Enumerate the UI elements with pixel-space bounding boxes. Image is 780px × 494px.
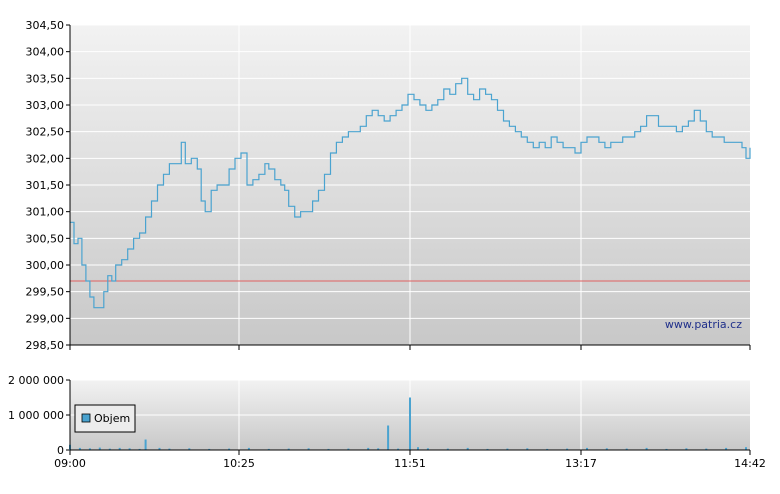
x-tick-label: 10:25 — [223, 457, 255, 470]
volume-bar — [387, 425, 390, 450]
volume-bar — [566, 448, 569, 450]
volume-bar — [377, 448, 380, 451]
volume-legend: Objem — [74, 404, 136, 433]
volume-bar — [247, 447, 250, 450]
volume-y-tick-label: 2 000 000 — [8, 374, 64, 387]
volume-bar — [417, 447, 419, 450]
volume-bar — [685, 448, 688, 451]
price-y-tick-label: 298,50 — [26, 339, 65, 352]
volume-bar — [188, 448, 191, 451]
price-y-tick-label: 304,50 — [26, 19, 65, 32]
volume-bar — [108, 448, 111, 450]
volume-bar — [409, 397, 411, 450]
volume-y-tick-label: 0 — [57, 444, 64, 457]
volume-bar — [466, 447, 469, 450]
price-y-tick-label: 302,50 — [26, 126, 65, 139]
volume-bar — [397, 448, 400, 450]
price-y-tick-label: 303,00 — [26, 99, 65, 112]
price-y-tick-label: 299,50 — [26, 286, 65, 299]
price-panel: 298,50 299,00 299,50 300,00 300,50 301,00 301,… — [26, 19, 751, 352]
volume-bar — [228, 448, 231, 450]
volume-bar — [168, 448, 171, 450]
x-tick-label: 13:17 — [565, 457, 597, 470]
price-series-line — [70, 77, 751, 309]
volume-bar — [138, 448, 141, 450]
volume-bar — [128, 448, 131, 451]
x-tick-label: 14:42 — [734, 457, 766, 470]
volume-bar — [586, 447, 588, 450]
volume-bar — [605, 448, 608, 451]
watermark-text: www.patria.cz — [665, 318, 742, 331]
price-y-tick-label: 301,00 — [26, 206, 65, 219]
volume-bar — [208, 448, 211, 450]
price-y-tick-label: 302,00 — [26, 152, 65, 165]
volume-bar — [118, 447, 121, 450]
volume-bar — [526, 448, 529, 451]
volume-bar — [158, 447, 161, 450]
volume-panel: 0 1 000 000 2 000 000 09:00 10:25 11:51 13:17 1… — [8, 374, 766, 470]
volume-bar — [725, 447, 728, 450]
volume-bar — [625, 448, 628, 450]
price-y-tick-label: 299,00 — [26, 312, 65, 325]
volume-y-tick-label: 1 000 000 — [8, 409, 64, 422]
volume-bar — [426, 448, 429, 451]
volume-bar — [267, 448, 270, 450]
volume-bar — [287, 448, 290, 450]
volume-bar — [665, 448, 668, 450]
volume-bar — [307, 448, 310, 451]
price-y-tick-label: 301,50 — [26, 179, 65, 192]
volume-bar — [327, 448, 330, 450]
volume-bar — [78, 447, 81, 450]
price-y-tick-label: 304,00 — [26, 46, 65, 59]
volume-bar — [486, 448, 489, 450]
price-y-tick-label: 303,50 — [26, 72, 65, 85]
volume-bar — [705, 448, 708, 450]
price-y-tick-label: 300,00 — [26, 259, 65, 272]
volume-bar — [645, 447, 648, 450]
legend-label: Objem — [94, 412, 130, 425]
x-tick-label: 09:00 — [54, 457, 86, 470]
volume-bar — [546, 448, 549, 450]
volume-bar — [367, 447, 370, 450]
legend-swatch — [81, 413, 91, 423]
volume-bar — [144, 439, 147, 450]
volume-bar — [745, 447, 747, 450]
x-tick-label: 11:51 — [394, 457, 426, 470]
volume-bar — [98, 447, 101, 450]
volume-bar — [446, 448, 449, 450]
price-y-tick-label: 300,50 — [26, 232, 65, 245]
volume-bar — [347, 448, 350, 450]
volume-bar — [88, 448, 91, 451]
volume-bar — [506, 448, 509, 450]
